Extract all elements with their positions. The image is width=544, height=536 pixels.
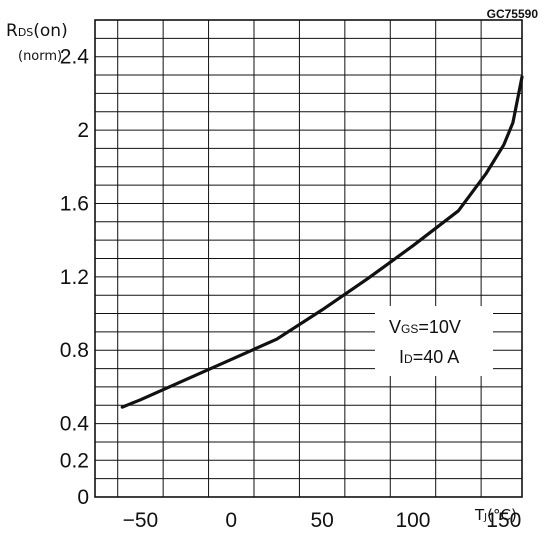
y-tick-label: 2.4 bbox=[60, 46, 90, 69]
id-annotation: ID=40 A bbox=[399, 347, 459, 367]
data-line bbox=[120, 75, 524, 409]
data-layer bbox=[120, 75, 524, 409]
x-tick-label: −50 bbox=[123, 509, 159, 532]
y-axis-label-rest: (on) bbox=[33, 21, 67, 41]
figure-code: GC75590 bbox=[487, 7, 539, 21]
plot-frame bbox=[94, 19, 523, 498]
y-tick-label: 2 bbox=[77, 119, 89, 142]
x-tick-label: 0 bbox=[225, 509, 237, 532]
y-axis-label-main: R bbox=[6, 21, 18, 41]
y-axis-label-subscript: DS bbox=[18, 26, 33, 39]
x-axis-label: TJ(°C) bbox=[474, 506, 517, 524]
x-tick-label: 100 bbox=[395, 509, 430, 532]
vgs-annotation: VGS=10V bbox=[389, 317, 461, 337]
x-axis-label-unit: (°C) bbox=[487, 506, 517, 524]
grid-lines bbox=[95, 20, 522, 497]
x-tick-label: 150 bbox=[486, 509, 521, 532]
y-tick-label: 0.4 bbox=[60, 413, 90, 436]
x-axis-label-main: T bbox=[474, 506, 485, 524]
y-tick-label: 1.2 bbox=[60, 266, 89, 289]
y-axis-label: RDS(on) bbox=[6, 21, 68, 41]
y-tick-label: 0 bbox=[77, 486, 89, 509]
y-tick-label: 0.8 bbox=[60, 339, 89, 362]
x-tick-label: 50 bbox=[310, 509, 333, 532]
tick-labels: −50 0 50 100 150 0 0.2 0.4 0.8 1.2 1.6 2 2.4 bbox=[60, 46, 522, 532]
y-axis-unit: (norm) bbox=[18, 49, 62, 64]
x-axis-label-subscript: J bbox=[483, 512, 487, 523]
annotation-box bbox=[375, 306, 493, 376]
y-tick-label: 1.6 bbox=[60, 192, 89, 215]
y-tick-label: 0.2 bbox=[60, 449, 89, 472]
